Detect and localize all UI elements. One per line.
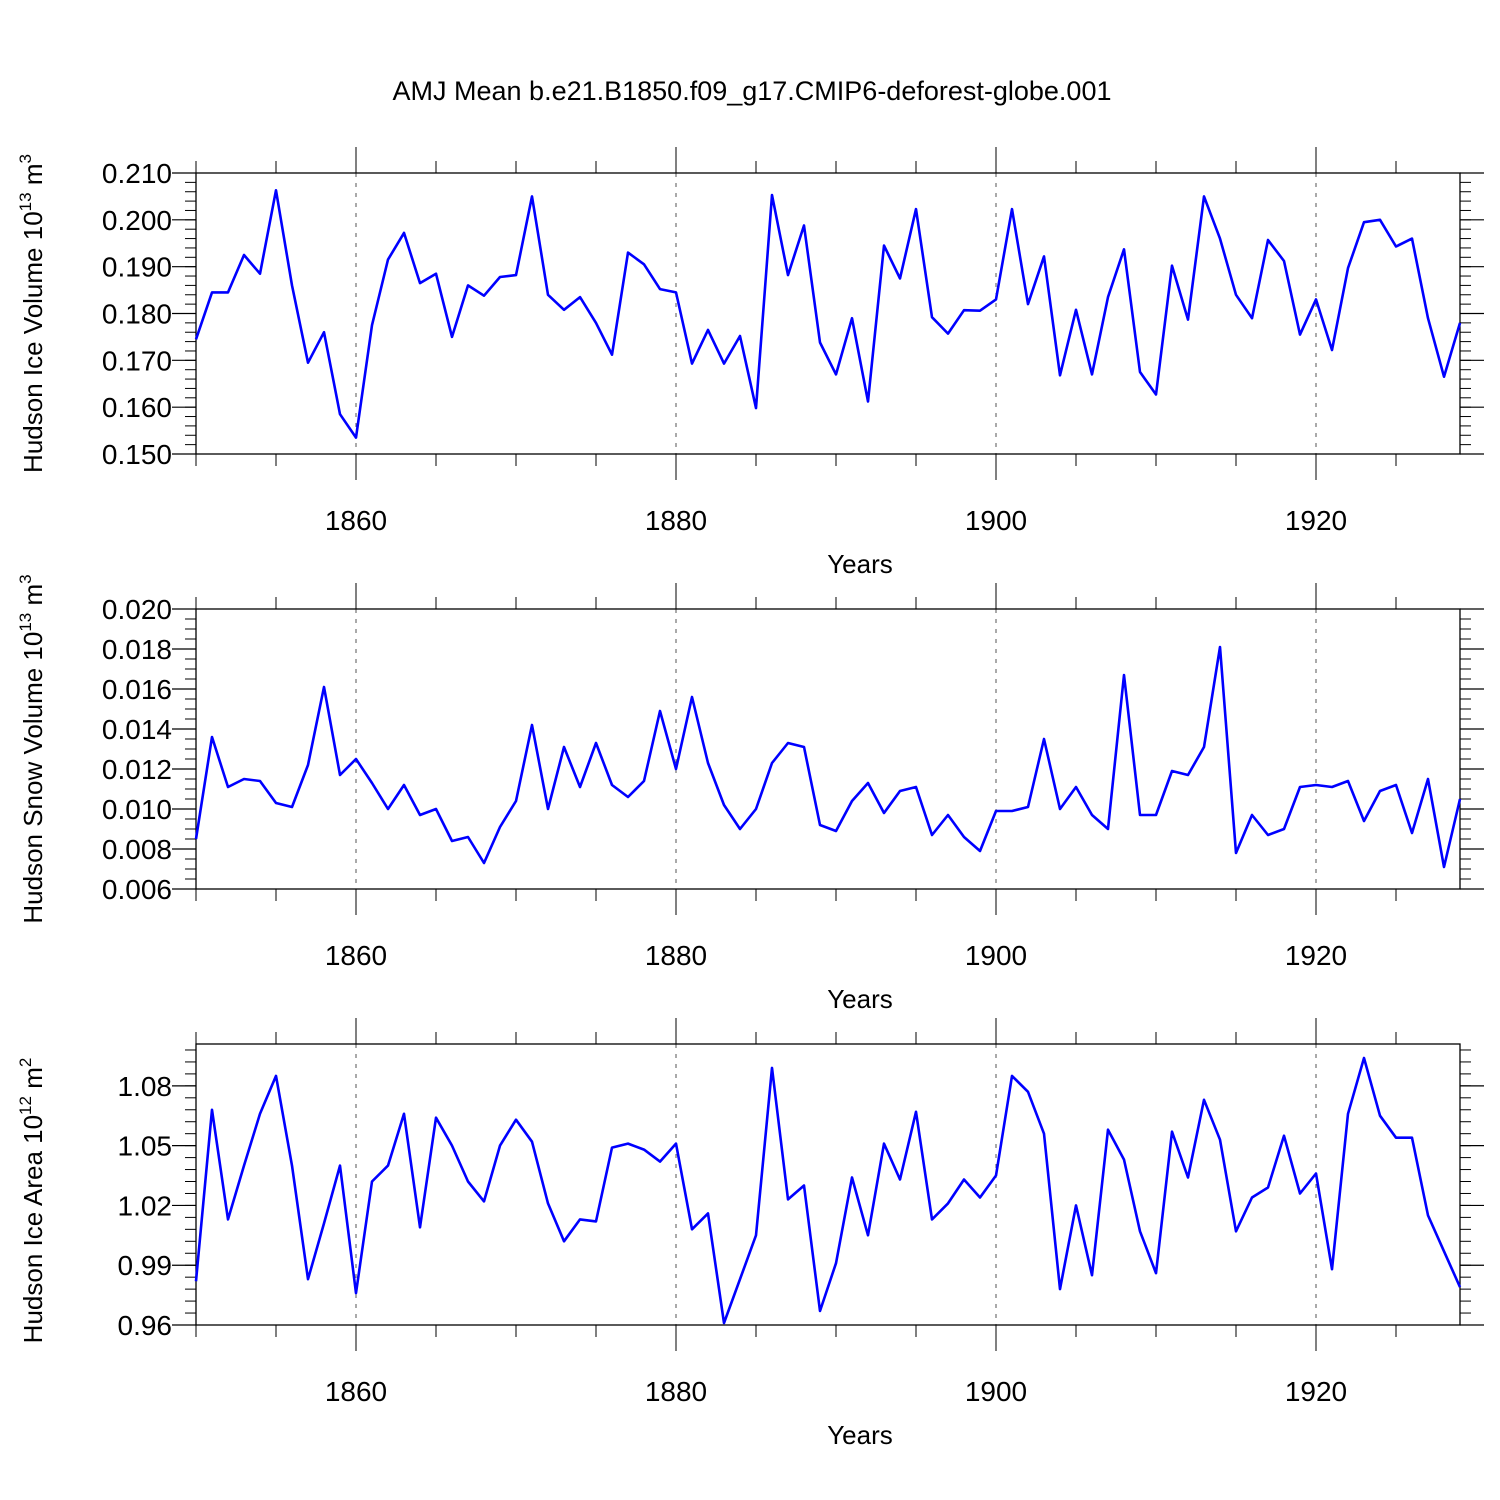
- ice-volume-panel: 0.150 0.160 0.170 0.180 0.190 0.200 0.210 1860 1…: [16, 147, 1484, 579]
- snow-volume-panel: 0.006 0.008 0.010 0.012 0.014 0.016 0.018 0.020…: [16, 574, 1484, 1014]
- y-tick-label: 0.008: [102, 834, 172, 865]
- y-tick-label: 0.99: [118, 1250, 173, 1281]
- plot-frame: [195, 172, 1461, 455]
- y-tick-label: 1.05: [118, 1131, 173, 1162]
- y-tick-label: 0.006: [102, 874, 172, 905]
- y-tick-label: 0.016: [102, 674, 172, 705]
- y-tick-label: 0.190: [102, 252, 172, 283]
- figure-title: AMJ Mean b.e21.B1850.f09_g17.CMIP6-defor…: [393, 76, 1112, 106]
- x-tick-label: 1860: [325, 1376, 387, 1407]
- x-axis-label: Years: [827, 984, 893, 1014]
- x-tick-label: 1880: [645, 1376, 707, 1407]
- y-axis-label-part: 2: [16, 1058, 35, 1067]
- x-axis-label: Years: [827, 549, 893, 579]
- y-axis-label: Hudson Ice Volume 1013 m3: [16, 154, 48, 473]
- series-line: [194, 645, 1462, 869]
- y-axis-label: Hudson Snow Volume 1013 m3: [16, 574, 48, 923]
- y-axis-label-part: m: [18, 1067, 48, 1096]
- x-tick-label: 1880: [645, 505, 707, 536]
- ice-area-panel: 0.96 0.99 1.02 1.05 1.08 1860 1880 1900 1920 Year…: [16, 1018, 1484, 1450]
- y-axis-label-part: 13: [16, 613, 35, 632]
- y-axis-label-part: m: [18, 164, 48, 193]
- y-axis-label-part: Hudson Snow Volume 10: [18, 632, 48, 924]
- y-tick-label: 0.160: [102, 392, 172, 423]
- plot-frame: [195, 608, 1461, 890]
- y-tick-label: 0.96: [118, 1310, 173, 1341]
- x-tick-label: 1900: [965, 940, 1027, 971]
- x-tick-label: 1920: [1285, 1376, 1347, 1407]
- y-axis-label-part: 12: [16, 1096, 35, 1115]
- y-tick-label: 0.170: [102, 345, 172, 376]
- x-tick-label: 1900: [965, 1376, 1027, 1407]
- y-tick-label: 0.150: [102, 439, 172, 470]
- y-tick-label: 0.014: [102, 714, 172, 745]
- x-axis-label: Years: [827, 1420, 893, 1450]
- y-tick-label: 0.010: [102, 794, 172, 825]
- y-tick-label: 0.012: [102, 754, 172, 785]
- y-tick-label: 0.020: [102, 594, 172, 625]
- y-axis-label-part: Hudson Ice Area 10: [18, 1115, 48, 1343]
- series-line: [194, 1056, 1462, 1325]
- y-axis-label-part: 3: [16, 574, 35, 583]
- series-line: [194, 189, 1462, 439]
- plot-frame: [195, 1043, 1461, 1326]
- y-tick-label: 1.02: [118, 1190, 173, 1221]
- y-tick-label: 1.08: [118, 1071, 173, 1102]
- y-tick-label: 0.210: [102, 158, 172, 189]
- x-tick-label: 1860: [325, 505, 387, 536]
- y-axis-label: Hudson Ice Area 1012 m2: [16, 1058, 48, 1344]
- x-tick-label: 1880: [645, 940, 707, 971]
- y-tick-label: 0.200: [102, 205, 172, 236]
- y-axis-label-part: m: [18, 584, 48, 613]
- y-tick-label: 0.180: [102, 299, 172, 330]
- y-axis-label-part: 13: [16, 192, 35, 211]
- y-axis-label-part: Hudson Ice Volume 10: [18, 211, 48, 473]
- x-tick-label: 1860: [325, 940, 387, 971]
- x-tick-label: 1920: [1285, 505, 1347, 536]
- x-tick-label: 1900: [965, 505, 1027, 536]
- y-tick-label: 0.018: [102, 634, 172, 665]
- y-axis-label-part: 3: [16, 154, 35, 163]
- x-tick-label: 1920: [1285, 940, 1347, 971]
